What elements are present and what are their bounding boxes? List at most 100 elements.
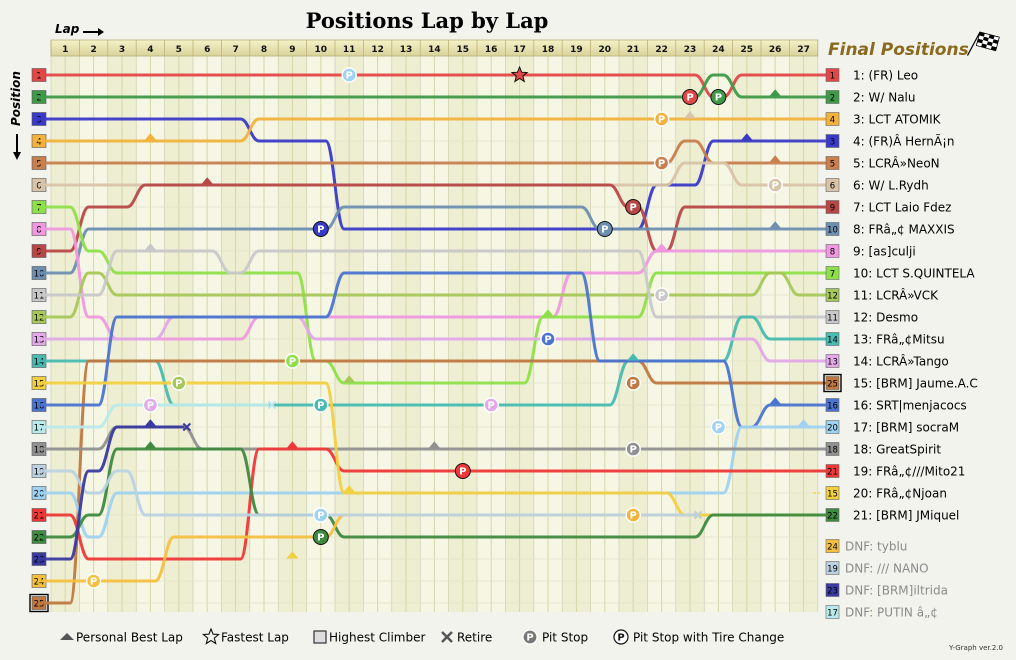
lap-tick-label: 5 [176,45,182,55]
pit-tire-change-icon: P [312,221,329,237]
lap-headers: 1 2 3 4 5 6 7 8 9 10 11 12 13 14 15 16 17 18 19 20 21 22 23 24 2… [50,39,819,57]
final-position-label: 21: [BRM] JMiquel [853,509,959,523]
pit-circle [653,155,670,171]
pit-tire-change-icon: P [454,463,471,479]
final-position-row: 10 8: FRâ„¢ MAXXIS [825,222,955,237]
lap-tick-label: 14 [428,45,441,55]
legend-label: Personal Best Lap [76,631,183,645]
lap-tick-label: 21 [627,45,640,55]
pit-letter: P [658,159,665,170]
series-line-start-15 [37,381,832,517]
pit-circle [710,89,727,105]
final-position-label: 3: LCT ATOMIK [853,113,942,127]
start-position-badge [825,90,840,104]
start-position-badge [825,561,840,575]
pit-stop-icon: P [625,507,641,523]
legend-label: Pit Stop [542,631,588,645]
pit-letter: P [630,445,637,456]
dnf-list: 24 DNF: tyblu 19 DNF: /// NANO 23 DNF: [BRM]i… [825,539,948,620]
personal-best-icon [769,155,782,163]
lap-tick-label: 13 [400,45,413,55]
start-position-badge [825,442,840,456]
start-position-badge [825,583,840,597]
retire-icon [693,510,703,520]
dnf-row: 23 DNF: [BRM]iltrida [825,583,948,598]
pit-stop-icon: P [341,67,357,83]
series-line-start-21 [37,447,832,561]
final-position-row: 4 3: LCT ATOMIK [825,112,942,127]
dnf-label: DNF: tyblu [845,540,907,554]
start-position-label: 10 [827,226,838,236]
personal-best-icon [286,551,299,559]
pit-letter: P [346,71,353,82]
personal-best-icon [740,133,753,141]
final-position-row: 22 21: [BRM] JMiquel [825,508,959,523]
pit-stop-icon: P [313,507,329,523]
lap-tick-label: 2 [90,45,96,55]
pit-tire-change-icon: P [312,529,329,545]
personal-best-icon [541,309,555,317]
final-position-label: 4: (FR)Â HernÃ¡n [853,134,954,149]
pit-letter: P [175,379,182,390]
legend-label: Pit Stop with Tire Change [633,631,784,645]
final-position-row: 14 13: FRâ„¢Mitsu [825,332,945,347]
lap-tick-label: 24 [712,45,725,55]
pit-stop-icon: P [284,353,301,369]
lap-arrow-icon [83,28,104,36]
pit-letter: P [715,423,722,434]
final-position-row: 3 4: (FR)Â HernÃ¡n [825,134,954,149]
final-position-label: 12: Desmo [853,311,918,325]
start-position-badge [825,605,840,619]
start-position-label: 14 [827,336,838,346]
pit-letter: P [90,577,97,588]
series-line-start-13 [37,315,832,363]
start-position-badge [825,332,840,346]
final-position-row: 16 16: SRT|menjacocs [825,398,967,413]
pit-letter: P [317,511,324,522]
start-position-label: 11 [827,314,838,324]
start-position-badge [825,68,840,82]
pit-stop-icon: P [540,331,556,347]
start-position-label: 20 [827,424,838,434]
series-line-start-9 [37,183,832,253]
lap-tick-label: 20 [599,45,612,55]
lap-axis-label: Lap [55,22,80,36]
final-position-label: 14: LCRÂ»Tango [853,354,949,369]
start-position-badge [825,354,840,368]
start-position-label: 7 [830,270,835,280]
start-position-badge [825,508,840,522]
final-position-label: 19: FRâ„¢///Mito21 [853,465,965,479]
pit-letter: P [658,291,665,302]
pit-circle [625,507,641,523]
personal-best-icon [343,485,356,493]
start-position-label: 16 [827,402,838,412]
pit-letter: P [317,401,324,412]
dnf-row: 19 DNF: /// NANO [825,561,929,576]
start-position-label: 22 [827,512,838,522]
personal-best-icon [627,353,640,361]
start-position-label: 12 [827,292,838,302]
final-position-label: 18: GreatSpirit [853,443,941,457]
start-position-label: 19 [827,565,838,575]
start-position-label: 24 [827,543,838,553]
position-axis-label: Position [9,71,23,126]
pit-letter: P [526,633,533,644]
pit-circle [540,331,556,347]
final-position-label: 20: FRâ„¢Njoan [853,487,947,501]
start-position-badge [825,288,840,302]
pit-stop-icon: P [483,397,499,413]
final-positions-list: 1 1: (FR) Leo 2 2: W/ Nalu 4 3: LCT ATOMIK 3 4:… [823,68,978,523]
pit-circle [625,375,641,391]
dnf-label: DNF: PUTIN â„¢ [845,606,938,620]
personal-best-icon [797,419,810,427]
highest-climber-icon [313,630,327,644]
series-line-start-7 [37,205,832,385]
pit-stop-icon: P [710,419,727,435]
lap-tick-label: 1 [62,45,68,55]
pit-letter: P [488,401,495,412]
final-position-row: 7 10: LCT S.QUINTELA [825,266,975,281]
pit-letter: P [630,379,637,390]
pit-circle [483,397,499,413]
final-position-label: 11: LCRÂ»VCK [853,288,939,303]
